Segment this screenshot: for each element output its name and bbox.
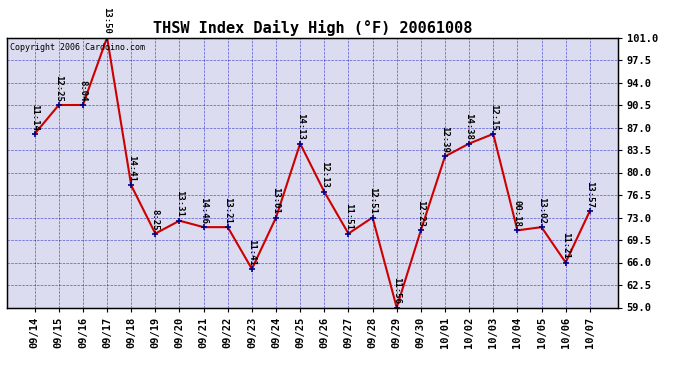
Text: 00:18: 00:18 bbox=[513, 200, 522, 227]
Text: 13:31: 13:31 bbox=[175, 190, 184, 217]
Text: 14:46: 14:46 bbox=[199, 197, 208, 223]
Text: 11:21: 11:21 bbox=[561, 232, 570, 259]
Text: 12:13: 12:13 bbox=[319, 162, 329, 188]
Text: 12:39: 12:39 bbox=[440, 126, 449, 153]
Text: 8:25: 8:25 bbox=[151, 209, 160, 230]
Text: 12:23: 12:23 bbox=[416, 200, 425, 227]
Text: 11:41: 11:41 bbox=[248, 238, 257, 266]
Text: 13:01: 13:01 bbox=[272, 187, 281, 214]
Text: 8:04: 8:04 bbox=[79, 80, 88, 102]
Text: 13:21: 13:21 bbox=[224, 197, 233, 223]
Text: 13:57: 13:57 bbox=[585, 181, 594, 208]
Text: 12:25: 12:25 bbox=[55, 75, 63, 102]
Title: THSW Index Daily High (°F) 20061008: THSW Index Daily High (°F) 20061008 bbox=[152, 20, 472, 36]
Text: 12:51: 12:51 bbox=[368, 187, 377, 214]
Text: 13:50: 13:50 bbox=[103, 7, 112, 34]
Text: 14:41: 14:41 bbox=[127, 155, 136, 182]
Text: 14:38: 14:38 bbox=[464, 113, 473, 140]
Text: 14:13: 14:13 bbox=[295, 113, 305, 140]
Text: 11:56: 11:56 bbox=[392, 277, 401, 304]
Text: 13:02: 13:02 bbox=[537, 197, 546, 223]
Text: 11:14: 11:14 bbox=[30, 104, 39, 130]
Text: Copyright 2006 Cardoino.com: Copyright 2006 Cardoino.com bbox=[10, 43, 145, 52]
Text: 12:15: 12:15 bbox=[489, 104, 497, 130]
Text: 11:51: 11:51 bbox=[344, 203, 353, 230]
